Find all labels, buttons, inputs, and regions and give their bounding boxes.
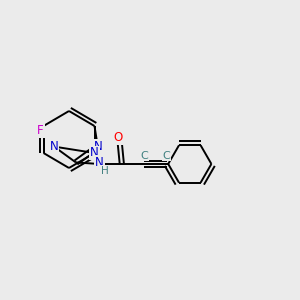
Text: F: F xyxy=(37,124,44,137)
Text: C: C xyxy=(163,151,171,160)
Text: N: N xyxy=(50,140,58,153)
Text: H: H xyxy=(101,166,109,176)
Text: N: N xyxy=(95,156,104,169)
Text: N: N xyxy=(93,140,102,153)
Text: N: N xyxy=(90,146,99,160)
Text: C: C xyxy=(140,151,148,160)
Text: O: O xyxy=(113,131,122,144)
